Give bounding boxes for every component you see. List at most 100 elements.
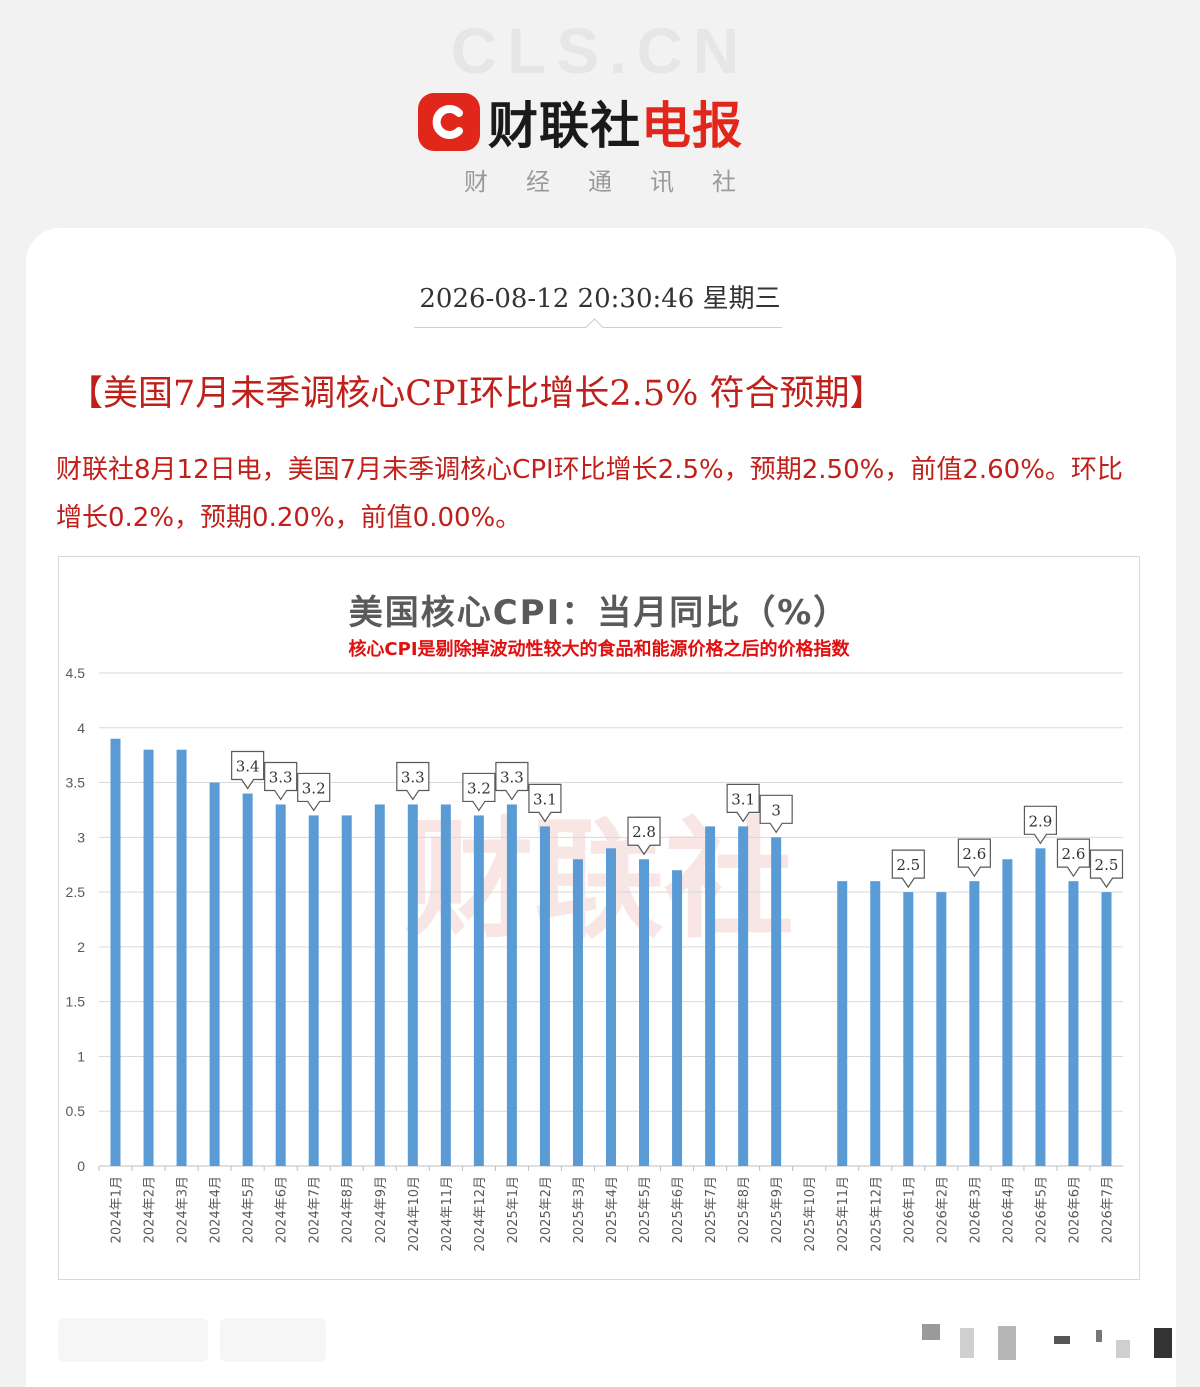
x-tick-label: 2025年7月 [704, 1176, 719, 1243]
x-tick-label: 2025年5月 [638, 1176, 653, 1243]
bar [473, 815, 484, 1166]
brand-logo-c-glyph [432, 105, 463, 139]
data-label: 3.1 [731, 790, 755, 808]
data-label-callout [231, 750, 265, 790]
y-tick-label: 4 [77, 720, 85, 736]
chart-subtitle: 核心CPI是剔除掉波动性较大的食品和能源价格之后的价格指数 [348, 639, 850, 660]
bar [771, 837, 782, 1166]
data-label-callout [396, 761, 430, 801]
data-label: 2.9 [1028, 812, 1052, 830]
x-tick-label: 2025年9月 [770, 1176, 785, 1243]
x-tick-label: 2025年10月 [803, 1176, 818, 1252]
brand-logo-icon [418, 93, 480, 151]
x-tick-label: 2026年6月 [1067, 1176, 1082, 1243]
x-tick-label: 2024年4月 [209, 1176, 224, 1243]
data-label-callout [1056, 838, 1091, 878]
bar [606, 848, 616, 1166]
data-label: 3.2 [302, 779, 326, 797]
bar [341, 815, 352, 1166]
footer-button-right[interactable] [220, 1318, 326, 1362]
footer-qr-code [920, 1322, 1180, 1362]
bar [672, 870, 683, 1166]
x-tick-label: 2024年3月 [176, 1176, 191, 1243]
data-label-callout [264, 761, 298, 801]
data-label-callout [1089, 849, 1124, 889]
x-tick-label: 2025年1月 [506, 1176, 521, 1243]
brand-header: CLS.CN 财联社 电报 财经通讯社 [0, 0, 1200, 230]
data-label: 3.3 [500, 768, 524, 786]
bar [969, 881, 980, 1166]
bar [440, 804, 451, 1166]
bar [1068, 881, 1079, 1166]
y-tick-label: 0 [77, 1158, 85, 1174]
x-tick-label: 2025年4月 [605, 1176, 620, 1243]
x-tick-label: 2026年1月 [902, 1176, 917, 1243]
data-label: 2.5 [896, 856, 920, 874]
x-tick-label: 2026年2月 [935, 1176, 950, 1243]
x-tick-label: 2024年11月 [440, 1176, 455, 1252]
x-tick-label: 2025年8月 [737, 1176, 752, 1243]
x-tick-label: 2024年9月 [374, 1176, 389, 1243]
x-tick-label: 2026年7月 [1100, 1176, 1115, 1243]
y-tick-label: 2.5 [66, 884, 86, 900]
article-headline: 【美国7月未季调核心CPI环比增长2.5% 符合预期】 [68, 374, 885, 414]
data-label-callout [891, 849, 925, 889]
x-tick-label: 2025年11月 [836, 1176, 851, 1252]
data-label-callout [627, 816, 661, 856]
bar [209, 782, 220, 1166]
x-tick-label: 2024年1月 [110, 1176, 125, 1243]
bar [1035, 848, 1046, 1166]
data-label: 3 [771, 801, 781, 819]
y-tick-label: 0.5 [66, 1103, 86, 1119]
bar [572, 859, 583, 1166]
data-label-callout [528, 783, 562, 823]
site-watermark: CLS.CN [450, 15, 750, 87]
article-datetime: 2026-08-12 20:30:46 星期三 [419, 284, 781, 314]
bar [242, 793, 253, 1166]
data-label: 3.2 [467, 779, 491, 797]
data-label-callout [759, 794, 793, 834]
chart-title: 美国核心CPI：当月同比（%） [348, 593, 850, 633]
brand-tagline: 财经通讯社 [464, 168, 774, 196]
data-label: 2.5 [1095, 856, 1119, 874]
bar [1002, 859, 1013, 1166]
footer-button-left[interactable] [58, 1318, 208, 1362]
y-tick-label: 2 [77, 939, 85, 955]
x-tick-label: 2025年3月 [572, 1176, 587, 1243]
bar [936, 892, 947, 1166]
bar [738, 826, 749, 1166]
y-tick-label: 1 [77, 1048, 85, 1064]
x-tick-label: 2025年2月 [539, 1176, 554, 1243]
data-label-callout [297, 772, 331, 812]
x-tick-label: 2025年12月 [869, 1176, 884, 1252]
bar [275, 804, 286, 1166]
x-tick-label: 2024年5月 [242, 1176, 257, 1243]
bar [176, 749, 187, 1166]
data-label-callout [726, 783, 760, 823]
x-tick-label: 2024年8月 [341, 1176, 356, 1243]
brand-name-highlight: 电报 [641, 97, 743, 155]
data-label-callout [462, 772, 496, 812]
bar [705, 826, 716, 1166]
data-label: 2.6 [1062, 845, 1086, 863]
x-tick-label: 2024年7月 [308, 1176, 323, 1243]
x-tick-label: 2024年12月 [473, 1176, 488, 1252]
bar [407, 804, 418, 1166]
bar [1101, 892, 1112, 1166]
data-label: 3.3 [269, 768, 293, 786]
article-body: 财联社8月12日电，美国7月未季调核心CPI环比增长2.5%，预期2.50%，前… [56, 455, 1123, 533]
bar [110, 738, 121, 1166]
bar [837, 881, 848, 1166]
y-tick-label: 3 [77, 829, 85, 845]
data-label: 2.8 [632, 823, 656, 841]
y-tick-label: 4.5 [66, 665, 86, 681]
x-tick-label: 2024年6月 [275, 1176, 290, 1243]
x-tick-label: 2024年2月 [143, 1176, 158, 1243]
y-tick-label: 3.5 [66, 775, 86, 791]
brand-name: 财联社 [488, 97, 641, 155]
bar [539, 826, 550, 1166]
x-tick-label: 2026年3月 [968, 1176, 983, 1243]
bar [903, 892, 914, 1166]
x-tick-label: 2026年5月 [1034, 1176, 1049, 1243]
y-tick-label: 1.5 [66, 994, 86, 1010]
